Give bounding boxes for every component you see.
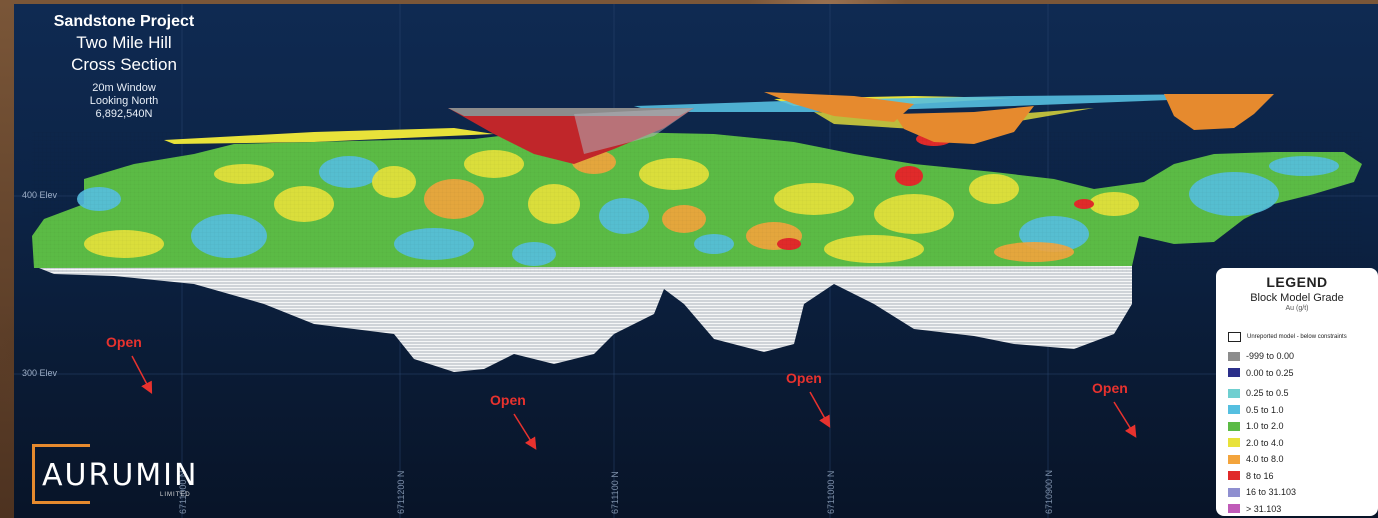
- section-type: Cross Section: [71, 55, 177, 74]
- logo-wordmark: AURUMIN: [42, 458, 199, 493]
- view-direction: Looking North: [89, 95, 159, 107]
- legend-label: 16 to 31.103: [1246, 487, 1297, 498]
- legend-panel: LEGEND Block Model Grade Au (g/t) Unrepo…: [1216, 268, 1378, 516]
- legend-swatch: [1228, 487, 1240, 497]
- legend-item: -999 to 0.00: [1228, 348, 1347, 365]
- legend-title: LEGEND: [1266, 274, 1328, 290]
- legend-label: 2.0 to 4.0: [1246, 437, 1284, 448]
- northing-label-3: 6711100 N: [610, 471, 620, 514]
- legend-swatch: [1228, 504, 1240, 514]
- cross-section-graphic: [14, 4, 1378, 518]
- open-label-3: Open: [786, 370, 822, 386]
- legend-unit: Au (g/t): [1285, 305, 1309, 312]
- legend-item: 8 to 16: [1228, 468, 1347, 485]
- legend-item: Unreported model - below constraints: [1228, 330, 1347, 344]
- legend-items: Unreported model - below constraints -999…: [1228, 330, 1347, 517]
- unreported-model-body: [34, 266, 1132, 372]
- logo-frame: [32, 444, 90, 504]
- block-grid-texture: [32, 132, 1362, 272]
- legend-item: 0.25 to 0.5: [1228, 385, 1347, 402]
- legend-label: 0.5 to 1.0: [1246, 404, 1284, 415]
- legend-item: 4.0 to 8.0: [1228, 451, 1347, 468]
- logo-tagline: LIMITED: [160, 492, 191, 498]
- legend-swatch: [1228, 405, 1240, 415]
- open-label-1: Open: [106, 334, 142, 350]
- legend-swatch: [1228, 332, 1241, 342]
- legend-item: 0.00 to 0.25: [1228, 365, 1347, 382]
- open-label-2: Open: [490, 392, 526, 408]
- window-width: 20m Window: [92, 82, 156, 94]
- legend-subtitle: Block Model Grade: [1250, 292, 1344, 304]
- legend-item: > 31.103: [1228, 501, 1347, 518]
- section-title-block: Sandstone Project Two Mile Hill Cross Se…: [14, 12, 234, 121]
- project-title: Sandstone Project: [53, 13, 195, 30]
- section-northing: 6,892,540N: [95, 108, 153, 120]
- open-label-4: Open: [1092, 380, 1128, 396]
- legend-label: Unreported model - below constraints: [1247, 334, 1347, 340]
- legend-swatch: [1228, 471, 1240, 481]
- section-name: Two Mile Hill: [76, 33, 172, 52]
- legend-label: > 31.103: [1246, 503, 1282, 514]
- legend-swatch: [1228, 351, 1240, 361]
- legend-label: -999 to 0.00: [1246, 351, 1295, 362]
- open-pit-red: [448, 108, 694, 164]
- legend-label: 8 to 16: [1246, 470, 1274, 481]
- northing-label-4: 6711000 N: [826, 470, 836, 514]
- legend-item: 16 to 31.103: [1228, 484, 1347, 501]
- legend-swatch: [1228, 438, 1240, 448]
- aurumin-logo: AURUMIN LIMITED: [32, 444, 202, 508]
- legend-swatch: [1228, 368, 1240, 378]
- legend-label: 0.25 to 0.5: [1246, 388, 1289, 399]
- legend-swatch: [1228, 421, 1240, 431]
- legend-item: 1.0 to 2.0: [1228, 418, 1347, 435]
- elevation-400-label: 400 Elev: [22, 190, 58, 200]
- legend-item: 0.5 to 1.0: [1228, 402, 1347, 419]
- cross-section-panel: Sandstone Project Two Mile Hill Cross Se…: [14, 4, 1378, 518]
- legend-label: 0.00 to 0.25: [1246, 367, 1294, 378]
- legend-label: 1.0 to 2.0: [1246, 421, 1284, 432]
- northing-label-5: 6710900 N: [1044, 469, 1054, 514]
- open-pit-orange: [764, 92, 1274, 144]
- legend-label: 4.0 to 8.0: [1246, 454, 1284, 465]
- northing-label-2: 6711200 N: [396, 470, 406, 514]
- legend-swatch: [1228, 388, 1240, 398]
- legend-item: 2.0 to 4.0: [1228, 435, 1347, 452]
- elevation-300-label: 300 Elev: [22, 368, 58, 378]
- legend-swatch: [1228, 454, 1240, 464]
